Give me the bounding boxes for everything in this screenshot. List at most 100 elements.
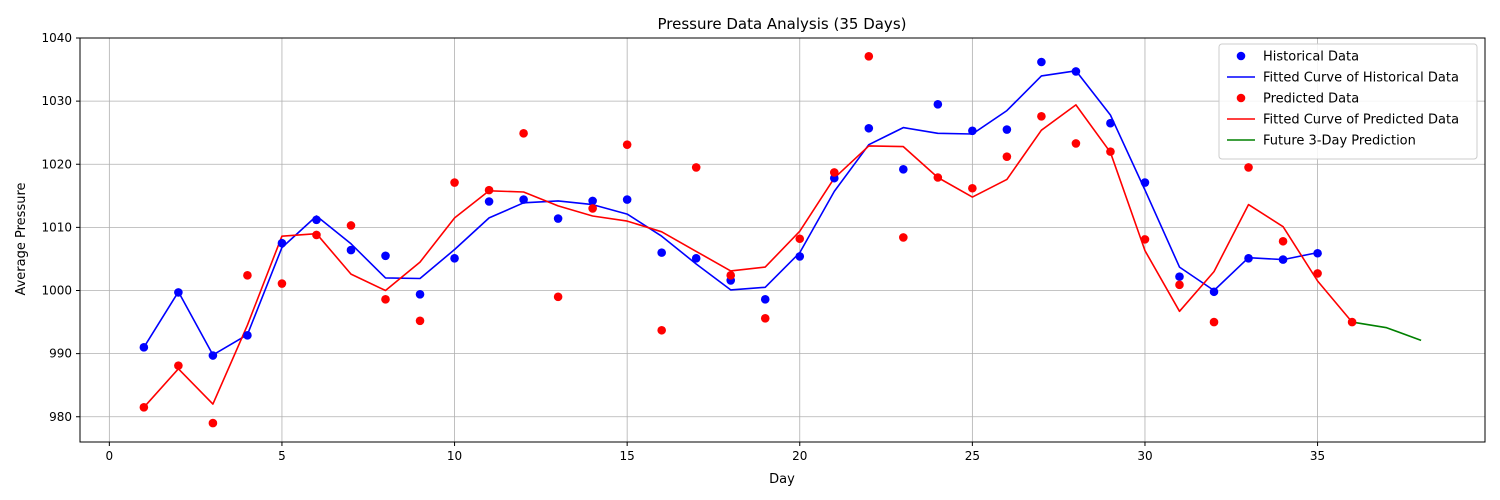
series-line (143, 70, 1318, 356)
data-point (1278, 255, 1288, 264)
data-point (795, 234, 805, 244)
chart-title: Pressure Data Analysis (35 Days) (658, 15, 907, 33)
x-tick-label: 0 (106, 449, 114, 463)
data-point (622, 140, 632, 149)
data-point (1106, 118, 1115, 128)
data-point (208, 418, 218, 428)
y-axis-label: Average Pressure (14, 182, 29, 295)
x-tick-label: 5 (278, 449, 286, 463)
data-point (760, 295, 770, 304)
data-point (864, 52, 874, 61)
data-point (588, 204, 597, 213)
y-tick-label: 1010 (41, 220, 72, 234)
data-point (1313, 248, 1322, 258)
data-point (691, 254, 701, 263)
data-point (1244, 254, 1253, 263)
data-point (519, 129, 528, 138)
data-point (381, 251, 390, 261)
data-point (277, 238, 287, 248)
data-point (277, 279, 287, 288)
data-point (899, 233, 908, 242)
data-point (933, 173, 943, 182)
data-point (1278, 236, 1288, 246)
data-point (208, 351, 218, 360)
data-point (829, 168, 839, 177)
data-point (968, 126, 977, 136)
data-point (1037, 111, 1046, 121)
data-point (968, 183, 977, 193)
data-point (1244, 163, 1253, 172)
axis-ticks: 0 5 10 15 20 25 30 35 980 990 1000 1010 1020 1030 1040 (41, 31, 1325, 463)
data-point (864, 123, 874, 133)
data-point (1140, 235, 1150, 244)
x-tick-label: 25 (965, 449, 980, 463)
data-point (415, 289, 425, 299)
data-point (1313, 269, 1322, 278)
data-point (450, 178, 459, 187)
data-point (415, 316, 425, 326)
data-point (174, 288, 183, 297)
data-point (450, 254, 459, 263)
x-tick-label: 10 (447, 449, 462, 463)
y-tick-label: 1040 (41, 31, 72, 45)
data-point (1071, 139, 1081, 148)
legend-box (1218, 43, 1478, 160)
data-point (139, 343, 149, 352)
data-point (484, 185, 494, 195)
data-point (174, 361, 183, 370)
data-point (1175, 272, 1184, 281)
data-point (312, 230, 321, 240)
data-point (726, 271, 736, 280)
x-axis-label: Day (769, 472, 795, 487)
x-tick-label: 30 (1137, 449, 1152, 463)
data-point (553, 214, 563, 223)
x-tick-label: 15 (620, 449, 635, 463)
data-point (484, 197, 494, 206)
x-tick-label: 35 (1310, 449, 1325, 463)
data-point (1037, 57, 1046, 67)
data-point (1002, 152, 1012, 161)
data-point (312, 215, 321, 225)
data-point (1002, 125, 1012, 134)
legend-label: Historical Data (1263, 50, 1359, 65)
legend: Historical Data Fitted Curve of Historica… (1218, 43, 1478, 160)
data-point (243, 331, 252, 340)
data-point (1209, 317, 1219, 327)
data-point (657, 325, 666, 335)
y-tick-label: 1000 (41, 284, 72, 298)
data-point (760, 313, 770, 323)
data-point (139, 402, 149, 412)
legend-label: Predicted Data (1263, 92, 1359, 107)
axes-frame (79, 37, 1486, 443)
data-point (381, 295, 390, 304)
data-point (622, 195, 632, 204)
legend-label: Future 3-Day Prediction (1263, 134, 1416, 149)
data-point (588, 196, 597, 206)
data-point (1071, 67, 1081, 76)
y-tick-label: 1020 (41, 157, 72, 171)
legend-label: Fitted Curve of Predicted Data (1263, 113, 1459, 128)
data-point (1140, 178, 1150, 187)
data-point (1106, 147, 1115, 156)
data-point (1347, 317, 1357, 327)
series-line (143, 104, 1353, 408)
data-point (243, 271, 252, 280)
data-point (346, 221, 356, 230)
y-tick-label: 1030 (41, 94, 72, 108)
plot-area (139, 52, 1422, 428)
data-point (657, 248, 666, 257)
data-point (346, 245, 356, 255)
data-point (1175, 280, 1184, 290)
data-point (519, 195, 528, 204)
data-point (795, 252, 805, 261)
y-tick-label: 980 (49, 410, 72, 424)
x-tick-label: 20 (792, 449, 807, 463)
series-line (1351, 321, 1422, 342)
data-point (1209, 287, 1219, 297)
legend-label: Fitted Curve of Historical Data (1263, 71, 1459, 86)
legend-marker (1236, 93, 1246, 103)
data-point (899, 165, 908, 174)
data-point (933, 99, 943, 109)
legend-marker (1236, 51, 1246, 61)
